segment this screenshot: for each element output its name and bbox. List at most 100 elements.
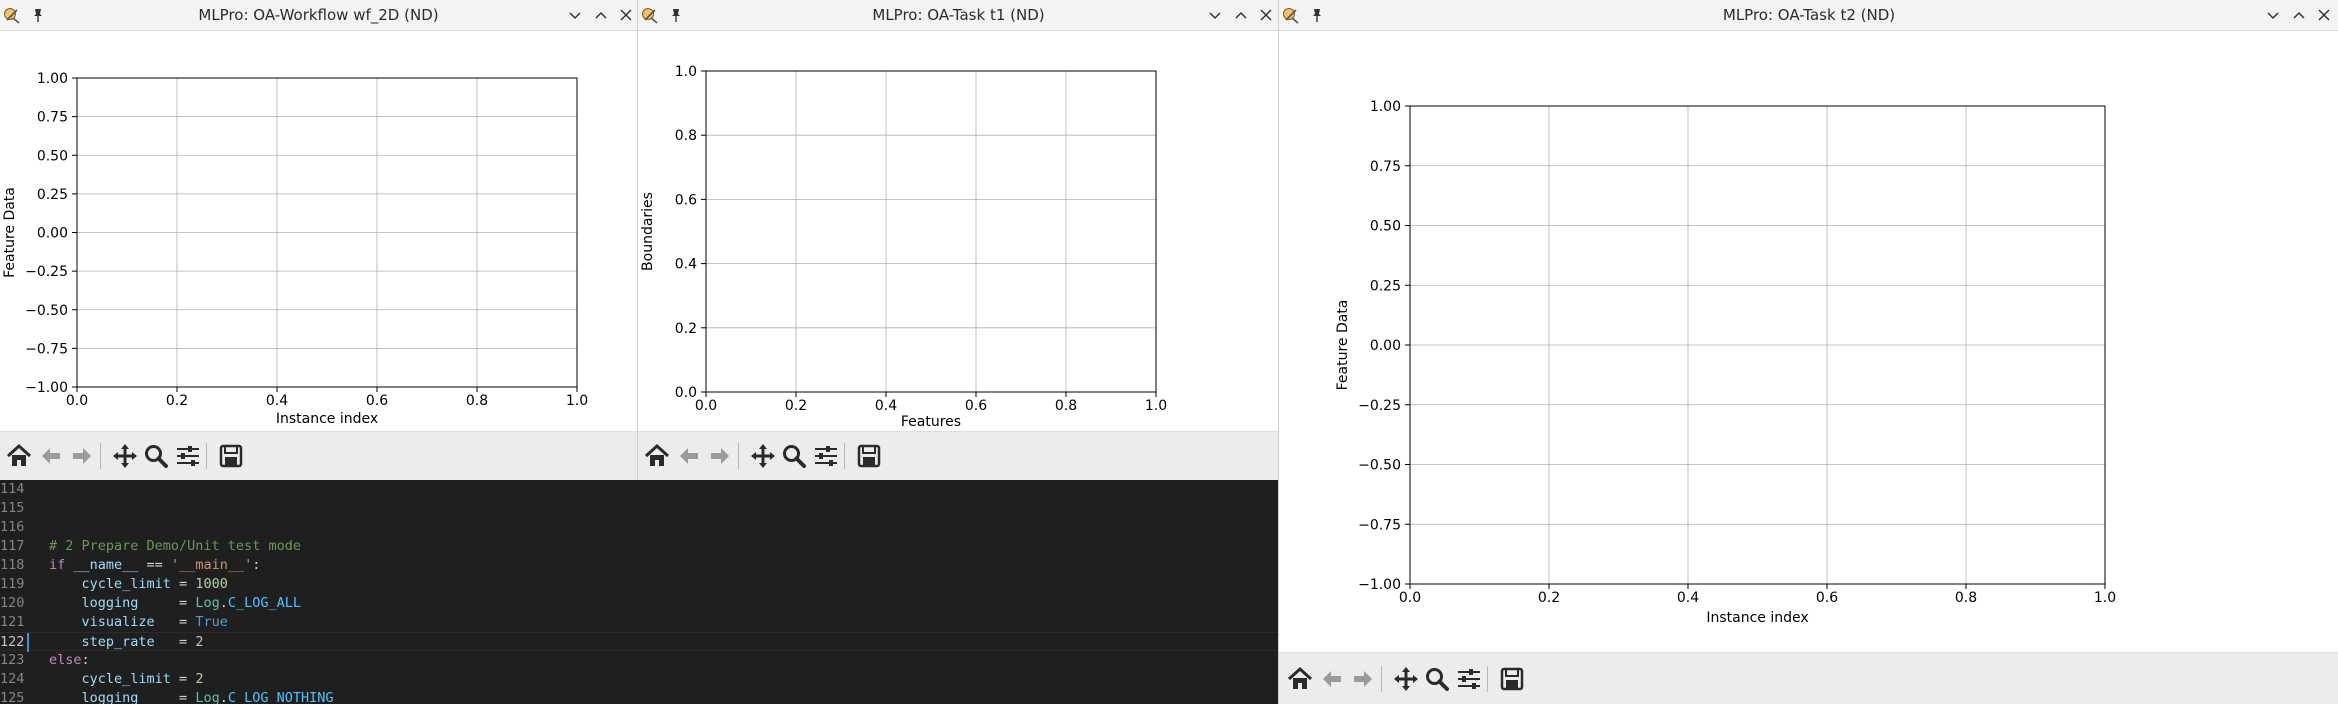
- code-token: cycle_limit: [49, 671, 171, 687]
- window-title: MLPro: OA-Task t2 (ND): [1722, 6, 1896, 24]
- pan-button[interactable]: [748, 441, 778, 471]
- zoom-button[interactable]: [141, 441, 171, 471]
- code-line[interactable]: 124 cycle_limit = 2: [0, 670, 1278, 689]
- forward-button[interactable]: [705, 441, 735, 471]
- code-line[interactable]: 120 logging = Log.C_LOG_ALL: [0, 594, 1278, 613]
- configure-subplots-button[interactable]: [811, 441, 841, 471]
- configure-subplots-button[interactable]: [173, 441, 203, 471]
- save-button[interactable]: [1497, 664, 1527, 694]
- save-button[interactable]: [216, 441, 246, 471]
- y-tick-label: 0.2: [675, 321, 697, 337]
- forward-icon: [711, 448, 729, 464]
- line-number: 118: [0, 557, 25, 573]
- save-button[interactable]: [854, 441, 884, 471]
- code-line[interactable]: 118 if __name__ == '__main__':: [0, 556, 1278, 575]
- code-token: Log: [195, 690, 220, 704]
- forward-button[interactable]: [67, 441, 97, 471]
- pin-icon[interactable]: [1309, 7, 1323, 23]
- y-axis-label: Boundaries: [640, 192, 656, 271]
- code-line[interactable]: 123 else:: [0, 651, 1278, 670]
- x-tick-label: 0.2: [785, 398, 807, 414]
- y-tick-label: 1.00: [37, 71, 68, 87]
- window-titlebar[interactable]: [638, 0, 1279, 31]
- code-line[interactable]: 125 logging = Log.C_LOG_NOTHING: [0, 689, 1278, 704]
- window-titlebar[interactable]: [0, 0, 637, 31]
- code-editor[interactable]: 114 115 116 117 # 2 Prepare Demo/Unit test m…: [0, 480, 1278, 704]
- axes-frame: [705, 70, 1157, 393]
- code-line[interactable]: 121 visualize = True: [0, 613, 1278, 632]
- plot-area[interactable]: 0.0 0.2 0.4 0.6 0.8 1.0 −1.00 −0.75 −0.50 −0.25 0.…: [0, 31, 637, 431]
- code-line[interactable]: 117 # 2 Prepare Demo/Unit test mode: [0, 537, 1278, 556]
- maximize-icon[interactable]: [1231, 5, 1251, 25]
- code-line[interactable]: 119 cycle_limit = 1000: [0, 575, 1278, 594]
- pin-icon[interactable]: [30, 7, 44, 23]
- configure-subplots-icon: [815, 446, 837, 466]
- toolbar-separator: [844, 443, 845, 469]
- zoom-button[interactable]: [1422, 664, 1452, 694]
- close-icon[interactable]: [2314, 5, 2334, 25]
- window-oa-task-t2: MLPro: OA-Task t2 (ND) 0.0 0.2 0.4 0.6 0.8 1.…: [1278, 0, 2338, 704]
- code-token: =: [138, 595, 196, 611]
- pan-button[interactable]: [110, 441, 140, 471]
- configure-subplots-button[interactable]: [1454, 664, 1484, 694]
- minimize-icon[interactable]: [2263, 5, 2283, 25]
- app-icon[interactable]: [3, 6, 21, 24]
- code-line[interactable]: 122 step_rate = 2: [0, 632, 1278, 652]
- minimize-icon[interactable]: [565, 5, 585, 25]
- save-icon: [857, 444, 881, 468]
- home-button[interactable]: [1285, 664, 1315, 694]
- y-tick-label: 0.8: [675, 128, 697, 144]
- code-token: C_LOG_ALL: [227, 595, 301, 611]
- chart-svg: 0.0 0.2 0.4 0.6 0.8 1.0 −1.00 −0.75 −0.50 −0.25 0.…: [2, 71, 588, 427]
- back-button[interactable]: [36, 441, 66, 471]
- pan-icon: [751, 444, 775, 468]
- minimize-icon[interactable]: [1205, 5, 1225, 25]
- code-token: True: [195, 614, 228, 630]
- plot-area[interactable]: 0.0 0.2 0.4 0.6 0.8 1.0 0.0 0.2 0.4 0.6 0.8 1.0 Feat…: [638, 31, 1279, 431]
- x-tick-label: 0.2: [166, 393, 188, 409]
- back-button[interactable]: [674, 441, 704, 471]
- y-tick-label: −1.00: [1358, 577, 1401, 593]
- back-icon: [1323, 671, 1341, 687]
- app-icon[interactable]: [641, 6, 659, 24]
- x-tick-label: 0.8: [1055, 398, 1077, 414]
- line-number: 115: [0, 500, 25, 516]
- y-tick-label: 0.75: [1370, 159, 1401, 175]
- y-tick-label: −0.75: [1358, 517, 1401, 533]
- close-icon[interactable]: [616, 5, 636, 25]
- home-button[interactable]: [642, 441, 672, 471]
- line-number: 114: [0, 481, 25, 497]
- code-token: =: [170, 671, 196, 687]
- maximize-icon[interactable]: [2289, 5, 2309, 25]
- back-button[interactable]: [1317, 664, 1347, 694]
- code-text: cycle_limit = 2: [49, 670, 204, 689]
- code-token: .: [219, 595, 228, 611]
- home-button[interactable]: [4, 441, 34, 471]
- x-tick-label: 0.4: [1677, 590, 1699, 606]
- maximize-icon[interactable]: [591, 5, 611, 25]
- line-number: 123: [0, 652, 25, 668]
- pan-button[interactable]: [1391, 664, 1421, 694]
- x-tick-label: 0.8: [466, 393, 488, 409]
- window-title: MLPro: OA-Task t1 (ND): [872, 6, 1045, 24]
- code-token: 2: [195, 634, 204, 650]
- window-titlebar[interactable]: [1279, 0, 2338, 31]
- code-line[interactable]: 115: [0, 499, 1278, 518]
- code-token: ==: [138, 557, 171, 573]
- zoom-button[interactable]: [779, 441, 809, 471]
- code-text: cycle_limit = 1000: [49, 575, 228, 594]
- code-token: =: [170, 576, 196, 592]
- close-icon[interactable]: [1256, 5, 1276, 25]
- code-token: logging: [49, 690, 139, 704]
- x-tick-label: 1.0: [566, 393, 588, 409]
- app-icon[interactable]: [1282, 6, 1300, 24]
- code-line[interactable]: 116: [0, 518, 1278, 537]
- y-tick-label: −0.50: [1358, 458, 1401, 474]
- pin-icon[interactable]: [668, 7, 682, 23]
- y-tick-label: 0.4: [675, 257, 697, 273]
- code-line[interactable]: 114: [0, 480, 1278, 499]
- plot-area[interactable]: 0.0 0.2 0.4 0.6 0.8 1.0 −1.00 −0.75 −0.50 −0.25 0.…: [1279, 31, 2338, 652]
- x-tick-label: 0.0: [1399, 590, 1421, 606]
- forward-button[interactable]: [1348, 664, 1378, 694]
- code-token: =: [138, 690, 196, 704]
